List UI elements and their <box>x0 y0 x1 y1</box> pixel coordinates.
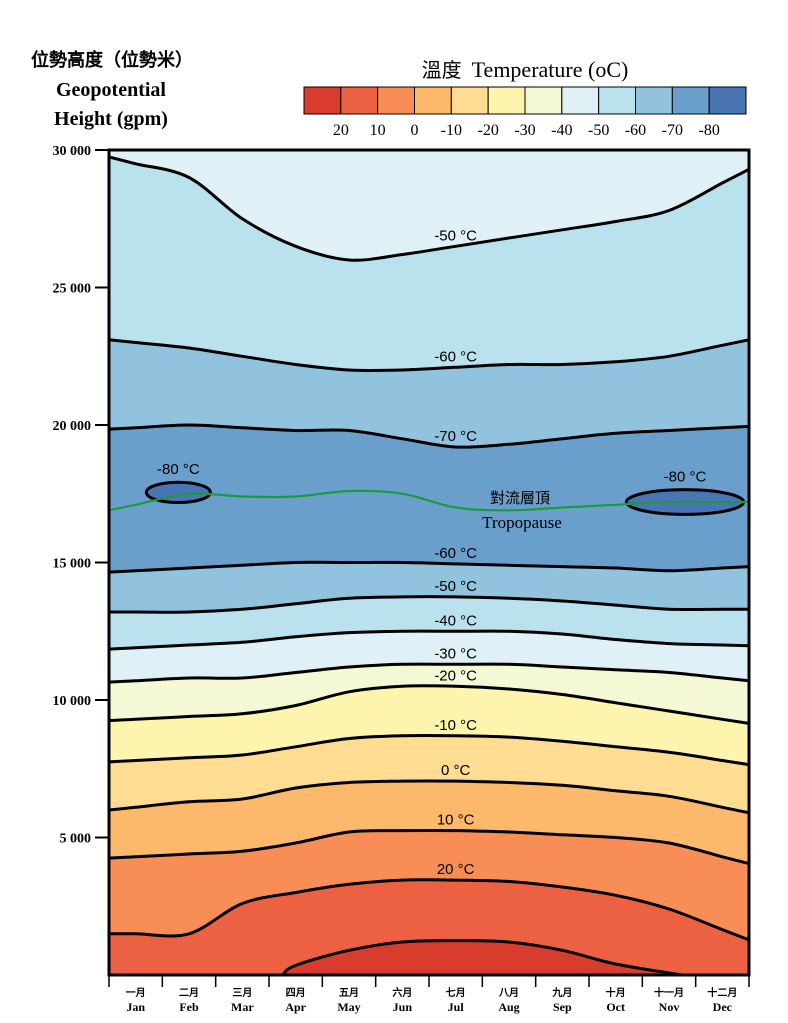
y-tick-label: 10 000 <box>53 694 92 709</box>
isotherm-label: -30 °C <box>434 645 477 662</box>
tropopause-label-zh: 對流層頂 <box>490 489 550 507</box>
legend-swatch <box>377 86 415 115</box>
x-tick-label-zh: 八月 <box>498 987 519 999</box>
color-legend: 20 10 0 -10 -20 -30 -40 -50 -60 -70 -80 <box>303 86 747 139</box>
x-tick-label-en: May <box>337 1000 360 1014</box>
isotherm-line <box>108 828 750 866</box>
legend-tick-label: 0 <box>411 122 419 139</box>
legend-title-zh: 溫度 <box>422 58 462 82</box>
isotherm-line <box>108 560 750 574</box>
x-tick-label-en: Feb <box>179 1000 199 1014</box>
legend-tick-label: -70 <box>662 122 683 139</box>
y-tick-label: 5 000 <box>60 832 92 847</box>
isotherm-line <box>109 595 749 614</box>
legend-swatch <box>598 86 637 115</box>
x-tick-label-en: Oct <box>606 1000 625 1014</box>
axes: 5 000 10 000 15 000 20 000 25 000 30 000 一月Jan… <box>53 144 751 1014</box>
isotherm-label: -70 °C <box>434 428 477 445</box>
isotherm-label: -40 °C <box>434 612 477 629</box>
temperature-band-fill <box>109 879 749 975</box>
legend-swatch <box>561 86 600 115</box>
legend-tick-label: -30 <box>514 122 535 139</box>
legend-tick-label: -40 <box>551 122 572 139</box>
plot-area <box>109 150 749 975</box>
x-tick-label-zh: 四月 <box>286 987 306 999</box>
isotherm-label: 10 °C <box>437 812 475 829</box>
isotherm-line <box>108 684 750 725</box>
legend-tick-label: -80 <box>699 122 720 139</box>
tropopause-label-en: Tropopause <box>482 513 562 532</box>
x-tick-label-en: Jun <box>393 1000 413 1014</box>
temperature-band-fill <box>282 940 683 975</box>
x-tick-label-en: Jul <box>448 1000 465 1014</box>
isotherm-line <box>108 338 750 373</box>
x-tick-label-zh: 五月 <box>339 987 359 999</box>
y-tick-label: 30 000 <box>53 144 92 159</box>
legend-swatch <box>524 86 563 115</box>
isotherm-line <box>281 939 683 977</box>
legend-tick-label: -20 <box>478 122 499 139</box>
x-tick-label-en: Nov <box>659 1000 680 1014</box>
legend-swatch <box>671 86 710 115</box>
legend-tick-label: 10 <box>370 122 386 139</box>
x-tick-label-en: Jan <box>126 1000 145 1014</box>
isotherm-line <box>108 734 750 767</box>
x-tick-label-zh: 十月 <box>606 986 626 999</box>
legend-swatch <box>450 86 489 115</box>
y-axis-title-zh: 位勢高度（位勢米） <box>31 49 193 71</box>
x-tick-label-zh: 十一月 <box>654 986 684 999</box>
legend-tick-label: -60 <box>625 122 646 139</box>
isotherm-line <box>109 878 750 942</box>
x-tick-label-en: Mar <box>231 1000 254 1014</box>
isotherm-line <box>108 155 750 262</box>
y-axis-title-en-line2: Height (gpm) <box>54 108 168 130</box>
x-tick-label-zh: 一月 <box>126 987 146 999</box>
isotherm-label: -20 °C <box>434 667 477 684</box>
x-tick-label-en: Sep <box>553 1000 572 1014</box>
legend-swatch <box>303 86 342 115</box>
isotherm-label: 20 °C <box>437 861 475 878</box>
legend-tick-label: -10 <box>441 122 462 139</box>
isotherm-lines: 20 °C 10 °C 0 °C -10 °C -20 °C -30 °C -40 °C -5… <box>108 155 750 977</box>
isotherm-label: -50 °C <box>434 578 477 595</box>
isotherm-line <box>108 629 750 651</box>
isotherm-label: -60 °C <box>434 348 477 365</box>
x-tick-label-zh: 三月 <box>232 987 252 999</box>
tropopause-line <box>108 489 749 512</box>
x-tick-label-en: Dec <box>713 1000 733 1014</box>
legend-tick-label: -50 <box>588 122 609 139</box>
y-tick-label: 20 000 <box>53 419 92 434</box>
x-tick-label-zh: 七月 <box>446 986 466 999</box>
legend-swatch <box>635 86 673 115</box>
isotherm-line <box>108 662 750 684</box>
legend-swatch <box>708 86 747 115</box>
legend-swatch <box>487 86 526 115</box>
x-tick-label-en: Apr <box>285 1000 306 1014</box>
isotherm-line <box>108 779 750 815</box>
isotherm-label: 0 °C <box>441 762 471 779</box>
x-tick-label-zh: 二月 <box>179 987 199 999</box>
cold-pool-label: -80 °C <box>664 469 707 486</box>
legend-title-en: Temperature ( <box>472 57 596 82</box>
cold-pool-label: -80 °C <box>157 461 200 478</box>
x-tick-label-zh: 十二月 <box>707 986 737 999</box>
isotherm-label: -10 °C <box>434 717 477 734</box>
y-tick-label: 25 000 <box>53 282 92 297</box>
legend-swatch <box>414 86 452 115</box>
isotherm-label: -50 °C <box>434 227 477 244</box>
x-tick-label-zh: 六月 <box>392 986 412 999</box>
x-tick-label-zh: 九月 <box>551 986 572 999</box>
legend-tick-label: 20 <box>333 122 349 139</box>
legend-title: 溫度 Temperature (oC) <box>422 57 629 82</box>
isotherm-label: -60 °C <box>434 545 477 562</box>
legend-swatch <box>340 86 379 115</box>
y-axis-title-en-line1: Geopotential <box>56 79 166 101</box>
x-tick-label-en: Aug <box>498 1000 519 1014</box>
legend-title-unit: oC) <box>595 57 628 82</box>
y-tick-label: 15 000 <box>53 557 92 572</box>
isotherm-line <box>108 423 750 449</box>
